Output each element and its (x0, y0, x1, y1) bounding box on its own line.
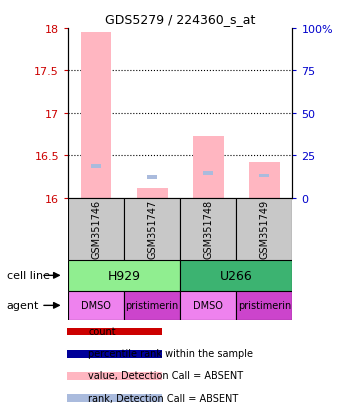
Bar (180, 291, 236, 320)
Text: GSM351746: GSM351746 (91, 200, 101, 259)
Text: agent: agent (7, 301, 39, 311)
Bar (68, 198, 124, 260)
Bar (67, 372, 162, 380)
Text: GSM351748: GSM351748 (203, 200, 213, 259)
Text: count: count (88, 326, 116, 336)
Bar (236, 291, 292, 320)
Text: U266: U266 (220, 269, 253, 282)
Text: DMSO: DMSO (81, 301, 111, 311)
Text: DMSO: DMSO (193, 301, 223, 311)
Bar (124, 291, 180, 320)
Bar (259, 174, 269, 178)
Bar (180, 198, 236, 260)
Text: rank, Detection Call = ABSENT: rank, Detection Call = ABSENT (88, 393, 239, 403)
Text: cell line: cell line (7, 271, 50, 281)
Bar (68, 260, 180, 291)
Text: GSM351747: GSM351747 (147, 199, 157, 259)
Bar (91, 165, 101, 169)
Title: GDS5279 / 224360_s_at: GDS5279 / 224360_s_at (105, 13, 255, 26)
Bar (67, 394, 162, 402)
Bar (124, 198, 180, 260)
Bar (137, 188, 168, 198)
Bar (236, 198, 292, 260)
Bar (67, 328, 162, 336)
Bar (249, 163, 280, 198)
Text: GSM351749: GSM351749 (259, 200, 269, 259)
Bar (68, 291, 124, 320)
Text: pristimerin: pristimerin (238, 301, 291, 311)
Bar (81, 33, 112, 198)
Text: value, Detection Call = ABSENT: value, Detection Call = ABSENT (88, 370, 243, 380)
Bar (180, 260, 292, 291)
Text: pristimerin: pristimerin (125, 301, 179, 311)
Bar (203, 171, 213, 176)
Bar (67, 350, 162, 358)
Text: percentile rank within the sample: percentile rank within the sample (88, 349, 253, 358)
Bar (147, 176, 157, 180)
Bar (193, 136, 224, 198)
Text: H929: H929 (107, 269, 141, 282)
